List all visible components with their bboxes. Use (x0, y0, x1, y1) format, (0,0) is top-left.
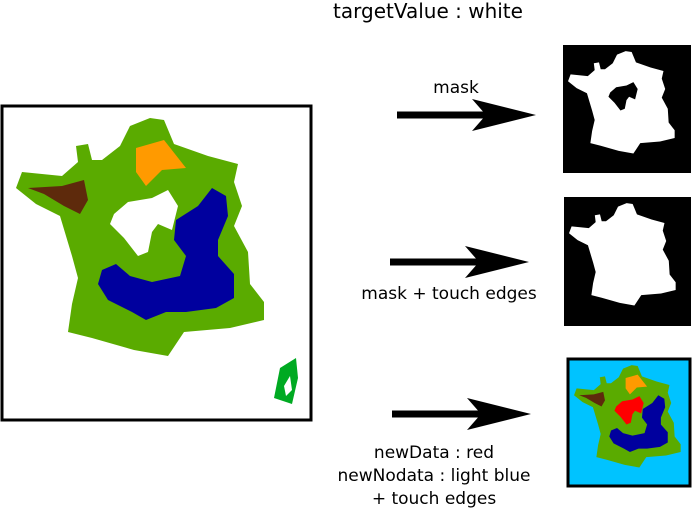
arrow-new-data: newData : red newNodata : light blue + t… (338, 398, 531, 509)
green-island (274, 358, 298, 404)
mask-output (563, 45, 691, 220)
arrow-new-data-label-line-2: newNodata : light blue (338, 466, 531, 486)
recolored-brown-region (579, 391, 605, 407)
arrow-mask-label: mask (433, 78, 479, 98)
new-data-region (614, 396, 644, 425)
arrow-new-data-label-line-1: newData : red (374, 443, 494, 463)
arrow-touch-edges-label: mask + touch edges (361, 284, 537, 304)
touch-edges-output (564, 197, 692, 372)
recolored-orange-region (625, 374, 648, 395)
recolored-blue-region (609, 395, 668, 453)
arrow-touch-edges: mask + touch edges (361, 246, 537, 304)
blue-region (98, 188, 234, 320)
orange-region (136, 140, 186, 186)
mask-output-hole (608, 82, 638, 111)
arrow-new-data-label-line-3: + touch edges (372, 489, 497, 509)
page-title: targetValue : white (333, 0, 523, 23)
arrow-mask: mask (397, 78, 536, 131)
white-target-region (110, 190, 178, 256)
arrow-mask-head (472, 99, 536, 131)
brown-region (28, 180, 88, 214)
arrow-new-data-head (467, 398, 531, 430)
arrow-touch-edges-head (465, 246, 529, 278)
recolored-output (566, 357, 692, 488)
source-raster (0, 104, 313, 422)
